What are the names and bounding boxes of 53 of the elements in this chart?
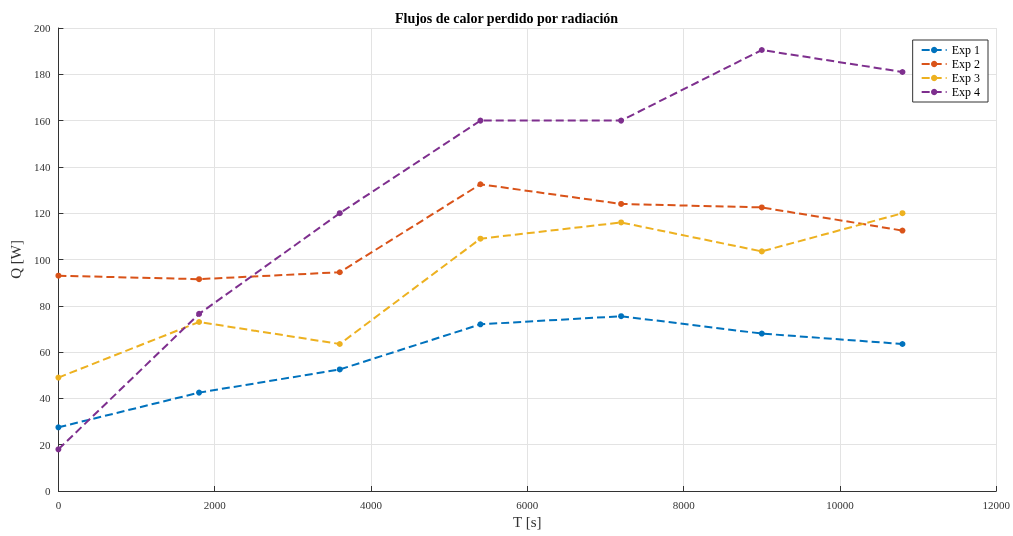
point <box>618 219 625 226</box>
y-tick-label: 160 <box>33 114 51 127</box>
point <box>618 200 625 207</box>
y-tick-label: 0 <box>44 485 51 497</box>
y-tick-label: 40 <box>39 392 51 405</box>
legend-label: Exp 3 <box>951 71 981 85</box>
point <box>899 68 906 75</box>
point <box>196 310 203 317</box>
x-tick-label: 2000 <box>203 498 227 511</box>
x-tick-label: 4000 <box>360 498 383 511</box>
point <box>899 341 906 347</box>
point <box>899 210 906 217</box>
point <box>196 276 203 283</box>
point <box>618 313 625 320</box>
point <box>55 446 62 453</box>
point <box>477 181 484 188</box>
y-tick-label: 120 <box>33 207 51 220</box>
point <box>899 227 906 234</box>
y-tick-label: 20 <box>39 438 51 451</box>
point <box>336 366 343 373</box>
x-tick-label: 6000 <box>516 498 539 511</box>
point <box>196 389 203 396</box>
point <box>618 117 625 124</box>
x-tick-label: 8000 <box>672 498 696 511</box>
point <box>55 374 62 381</box>
x-tick-label: 0 <box>55 498 62 511</box>
point <box>477 235 484 242</box>
point <box>758 46 765 53</box>
point <box>55 272 62 279</box>
legend-label: Exp 2 <box>951 57 981 71</box>
x-axis-title: T [s] <box>513 514 542 531</box>
x-tick-label: 10000 <box>826 498 855 511</box>
point <box>758 248 765 255</box>
point <box>196 319 203 325</box>
point <box>477 117 484 124</box>
point <box>55 424 62 431</box>
point <box>336 210 343 217</box>
point <box>758 330 765 337</box>
chart-title: Flujos de calor perdido por radiación <box>394 10 619 26</box>
legend-label: Exp 1 <box>951 43 981 57</box>
point <box>477 321 484 328</box>
point <box>336 341 343 347</box>
x-tick-label: 12000 <box>982 498 1011 511</box>
point <box>336 269 343 276</box>
y-tick-label: 100 <box>33 253 51 266</box>
point <box>758 204 765 211</box>
legend-label: Exp 4 <box>951 85 981 99</box>
y-tick-label: 140 <box>33 160 51 173</box>
y-tick-label: 60 <box>39 346 51 359</box>
y-axis-title: Q [W] <box>7 240 24 279</box>
y-tick-label: 200 <box>33 22 51 34</box>
y-tick-label: 80 <box>39 299 51 312</box>
y-tick-label: 180 <box>33 68 51 81</box>
